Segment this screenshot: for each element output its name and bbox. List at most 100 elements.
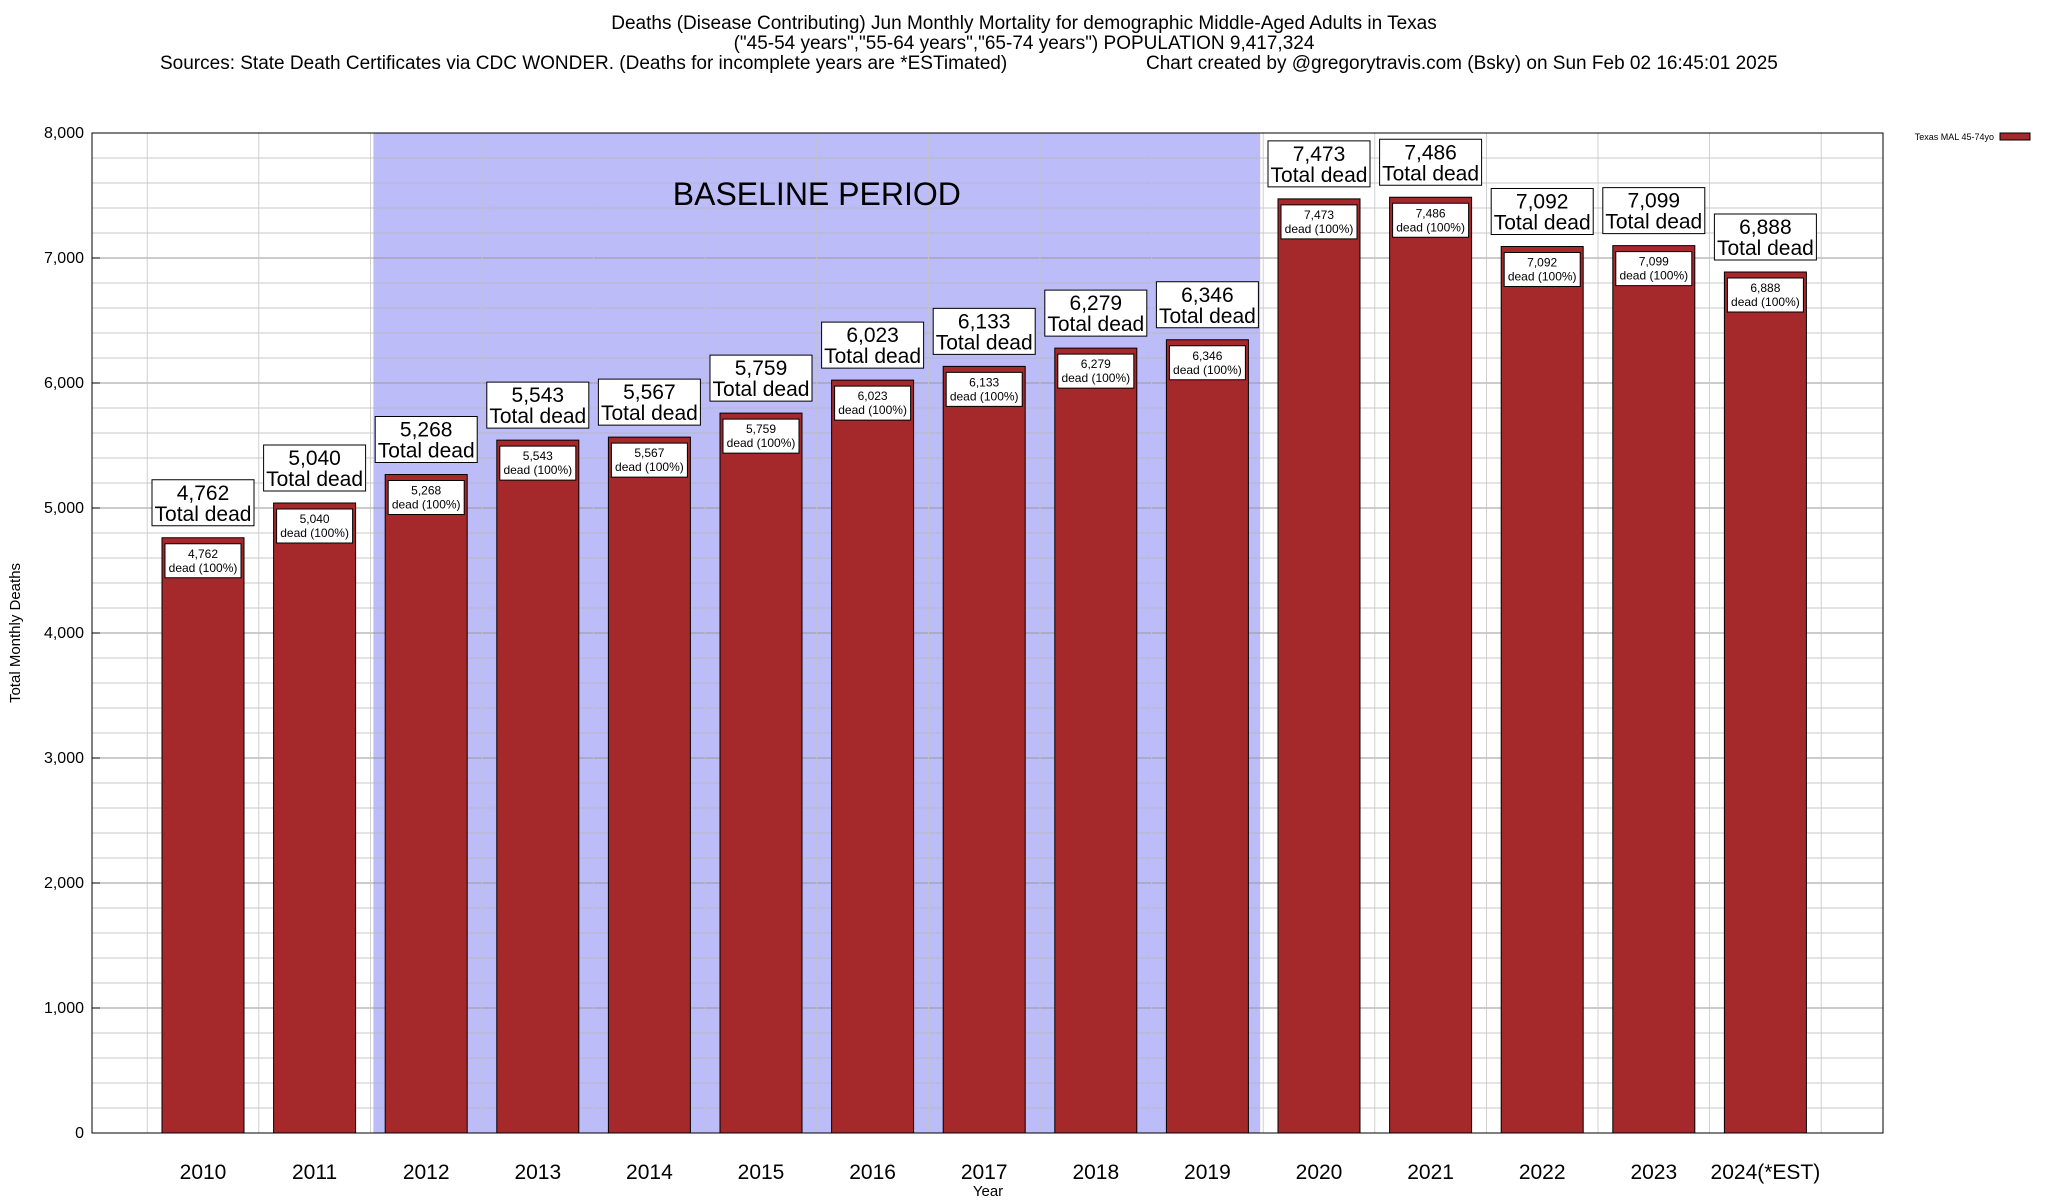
- inner-dead-label: dead (100%): [1396, 220, 1465, 234]
- total-value-label: 6,133: [958, 310, 1011, 333]
- x-tick-label: 2016: [849, 1161, 896, 1184]
- total-value-label: 5,040: [288, 447, 341, 470]
- total-value-label: 6,888: [1739, 216, 1792, 239]
- inner-dead-label: dead (100%): [503, 463, 572, 477]
- inner-dead-label: dead (100%): [169, 561, 238, 575]
- x-tick-label: 2015: [738, 1161, 785, 1184]
- total-dead-label: Total dead: [1271, 164, 1368, 187]
- inner-label-box: [1615, 251, 1693, 287]
- bar-2022: [1500, 246, 1584, 1134]
- inner-dead-label: dead (100%): [1061, 371, 1130, 385]
- inner-value-label: 5,268: [411, 484, 441, 498]
- x-tick-label: 2017: [961, 1161, 1008, 1184]
- inner-value-label: 6,346: [1192, 349, 1222, 363]
- x-tick-label: 2018: [1072, 1161, 1119, 1184]
- bar-2012: [384, 474, 468, 1134]
- total-value-label: 7,099: [1628, 190, 1681, 213]
- inner-value-label: 6,133: [969, 375, 999, 389]
- inner-label-box: [1392, 202, 1470, 238]
- bar-2024(*EST): [1723, 271, 1807, 1134]
- inner-label-box: [722, 418, 800, 454]
- legend-label: Texas MAL 45-74yo: [1915, 132, 1994, 142]
- total-value-label: 4,762: [177, 482, 230, 505]
- x-tick-label: 2022: [1519, 1161, 1566, 1184]
- inner-dead-label: dead (100%): [1508, 270, 1577, 284]
- inner-dead-label: dead (100%): [615, 460, 684, 474]
- y-tick-label: 3,000: [44, 750, 84, 767]
- y-tick-label: 7,000: [44, 250, 84, 267]
- bar-2017: [942, 365, 1026, 1134]
- x-tick-label: 2021: [1407, 1161, 1454, 1184]
- total-value-label: 7,473: [1293, 143, 1346, 166]
- inner-label-box: [1726, 277, 1804, 313]
- inner-value-label: 5,567: [634, 446, 664, 460]
- inner-value-label: 7,486: [1416, 206, 1446, 220]
- chart-subtitle: ("45-54 years","55-64 years","65-74 year…: [733, 33, 1315, 54]
- chart-title: Deaths (Disease Contributing) Jun Monthl…: [611, 13, 1437, 34]
- bar-2021: [1389, 196, 1473, 1134]
- inner-value-label: 5,759: [746, 422, 776, 436]
- total-label-box: [486, 381, 590, 429]
- inner-label-box: [1503, 252, 1581, 287]
- inner-label-box: [1280, 204, 1358, 240]
- inner-label-box: [610, 442, 688, 478]
- total-dead-label: Total dead: [155, 503, 252, 526]
- total-dead-label: Total dead: [824, 345, 921, 368]
- total-label-box: [374, 416, 478, 463]
- total-dead-label: Total dead: [713, 378, 810, 401]
- bar-2020: [1277, 198, 1361, 1134]
- total-dead-label: Total dead: [1494, 212, 1591, 235]
- bar-2023: [1612, 245, 1696, 1134]
- total-value-label: 5,759: [735, 357, 788, 380]
- total-label-box: [263, 444, 367, 492]
- inner-label-box: [387, 480, 465, 515]
- baseline-label: BASELINE PERIOD: [673, 176, 961, 212]
- inner-dead-label: dead (100%): [1619, 269, 1688, 283]
- bar-2013: [496, 439, 580, 1134]
- total-value-label: 5,567: [623, 381, 676, 404]
- inner-value-label: 7,099: [1639, 255, 1669, 269]
- total-label-box: [151, 479, 255, 527]
- x-tick-label: 2011: [292, 1161, 337, 1184]
- y-axis-title: Total Monthly Deaths: [7, 563, 24, 703]
- total-value-label: 7,486: [1404, 141, 1457, 164]
- x-tick-label: 2012: [403, 1161, 450, 1184]
- inner-label-box: [834, 385, 912, 421]
- inner-label-box: [499, 445, 577, 481]
- total-dead-label: Total dead: [936, 331, 1033, 354]
- legend-swatch: [1999, 132, 2031, 141]
- inner-dead-label: dead (100%): [1173, 363, 1242, 377]
- inner-value-label: 4,762: [188, 547, 218, 561]
- x-tick-label: 2019: [1184, 1161, 1231, 1184]
- total-value-label: 6,279: [1070, 292, 1123, 315]
- total-value-label: 5,268: [400, 419, 453, 442]
- y-tick-label: 1,000: [44, 1000, 84, 1017]
- y-tick-label: 6,000: [44, 375, 84, 392]
- inner-dead-label: dead (100%): [280, 526, 349, 540]
- x-tick-label: 2013: [514, 1161, 561, 1184]
- total-dead-label: Total dead: [266, 468, 363, 491]
- total-dead-label: Total dead: [1717, 237, 1814, 260]
- total-label-box: [1155, 281, 1259, 329]
- inner-value-label: 5,040: [300, 512, 330, 526]
- bar-2015: [719, 412, 803, 1134]
- inner-value-label: 5,543: [523, 449, 553, 463]
- total-label-box: [1602, 187, 1706, 235]
- x-tick-label: 2014: [626, 1161, 673, 1184]
- total-dead-label: Total dead: [489, 405, 586, 428]
- inner-label-box: [276, 508, 354, 544]
- x-tick-label: 2023: [1630, 1161, 1677, 1184]
- inner-value-label: 6,279: [1081, 357, 1111, 371]
- total-dead-label: Total dead: [1047, 313, 1144, 336]
- total-value-label: 7,092: [1516, 191, 1569, 214]
- y-tick-label: 4,000: [44, 625, 84, 642]
- inner-value-label: 6,888: [1750, 281, 1780, 295]
- chart-credit: Chart created by @gregorytravis.com (Bsk…: [1146, 53, 1778, 74]
- x-tick-label: 2024(*EST): [1711, 1161, 1821, 1184]
- y-tick-label: 8,000: [44, 125, 84, 142]
- inner-dead-label: dead (100%): [392, 498, 461, 512]
- inner-dead-label: dead (100%): [1285, 222, 1354, 236]
- total-dead-label: Total dead: [378, 440, 475, 463]
- total-label-box: [1490, 188, 1594, 235]
- inner-dead-label: dead (100%): [1731, 295, 1800, 309]
